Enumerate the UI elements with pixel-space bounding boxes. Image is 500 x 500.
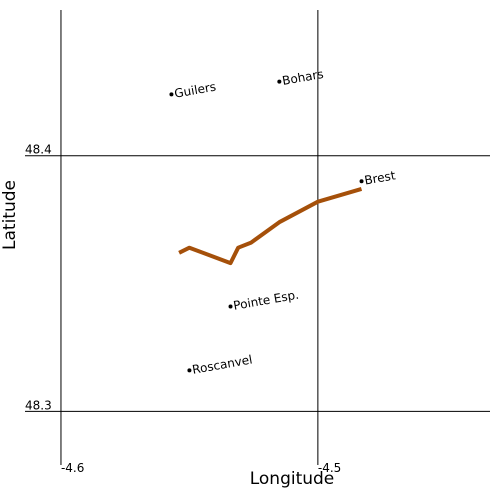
place-marker [359,179,364,184]
place-label: Pointe Esp. [232,288,300,313]
y-axis-title: Latitude [0,180,20,250]
x-tick-label: -4.5 [318,461,341,475]
place-marker [277,79,282,84]
place-marker [228,304,233,309]
y-tick-label: 48.3 [25,398,52,412]
x-axis-title: Longitude [250,469,335,489]
place-marker [187,368,192,373]
y-tick-label: 48.4 [25,143,52,157]
place-label: Guilers [173,80,217,101]
place-label: Roscanvel [191,352,253,376]
x-tick-label: -4.6 [61,461,84,475]
place-marker [169,92,174,97]
place-label: Brest [363,168,396,187]
track [178,186,363,266]
